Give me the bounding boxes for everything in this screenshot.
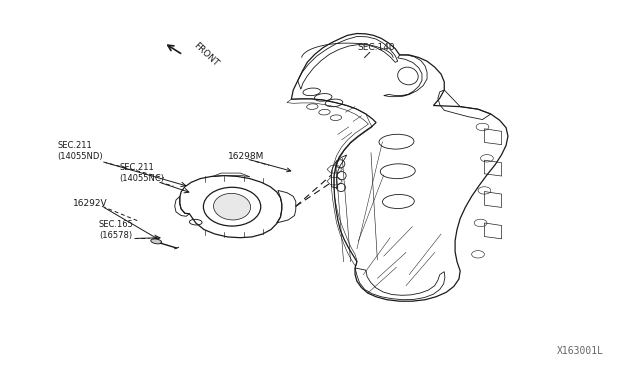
Text: SEC.165
(16578): SEC.165 (16578) (99, 220, 134, 240)
Text: 16298M: 16298M (228, 152, 264, 161)
Text: FRONT: FRONT (191, 41, 220, 69)
Text: 16292V: 16292V (73, 199, 108, 208)
Text: SEC.211
(14055ND): SEC.211 (14055ND) (58, 141, 103, 161)
Text: SEC.140: SEC.140 (357, 43, 395, 52)
Text: SEC.211
(14055NC): SEC.211 (14055NC) (119, 163, 164, 183)
Text: X163001L: X163001L (557, 346, 604, 356)
Ellipse shape (214, 193, 251, 220)
Ellipse shape (151, 239, 162, 244)
